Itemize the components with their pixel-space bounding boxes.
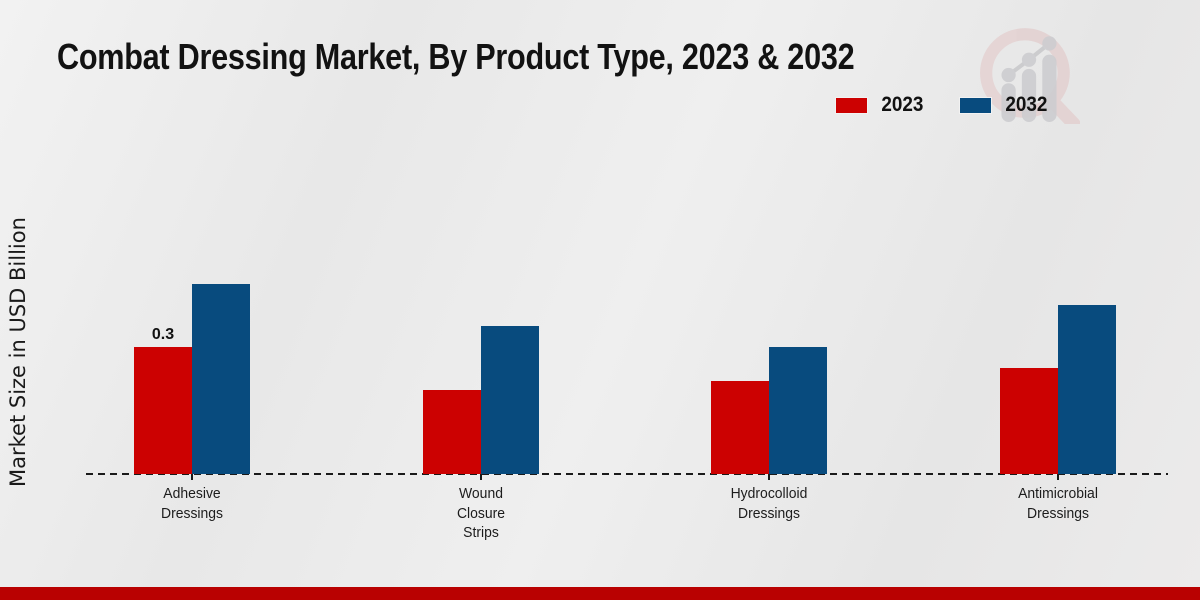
- x-axis-line: [86, 473, 1168, 475]
- legend-swatch-2032: [959, 96, 993, 114]
- legend-label-2032: 2032: [1005, 93, 1048, 116]
- x-axis-tick-wound-closure-strips: [480, 474, 482, 480]
- bar-group-wound-closure-strips: [423, 326, 539, 474]
- bar-2023-hydrocolloid-dressings: [711, 381, 769, 474]
- x-axis-label-wound-closure-strips: Wound Closure Strips: [456, 485, 506, 541]
- x-axis-tick-antimicrobial-dressings: [1057, 474, 1059, 480]
- x-axis-tick-hydrocolloid-dressings: [768, 474, 770, 480]
- legend: 2023 2032: [834, 93, 1050, 117]
- bar-2032-antimicrobial-dressings: [1058, 305, 1116, 474]
- bar-2023-adhesive-dressings: 0.3: [134, 326, 192, 474]
- bar-group-antimicrobial-dressings: [1000, 305, 1116, 474]
- magnifier-growth-chart-icon: [980, 28, 1080, 124]
- legend-item-2023: 2023: [834, 93, 926, 117]
- bar-group-adhesive-dressings: 0.3: [134, 284, 250, 474]
- bar-group-hydrocolloid-dressings: [711, 347, 827, 474]
- y-axis-label: Market Size in USD Billion: [6, 217, 30, 488]
- x-axis-label-adhesive-dressings: Adhesive Dressings: [160, 485, 224, 522]
- bar-2032-wound-closure-strips: [481, 326, 539, 474]
- bar-2032-hydrocolloid-dressings: [769, 347, 827, 474]
- legend-item-2032: 2032: [959, 93, 1050, 117]
- x-axis-label-antimicrobial-dressings: Antimicrobial Dressings: [1018, 485, 1098, 522]
- plot-area: 0.3: [86, 240, 1168, 475]
- legend-swatch-2023: [834, 96, 868, 114]
- footer-accent-bar: [0, 587, 1200, 600]
- x-axis-tick-adhesive-dressings: [191, 474, 193, 480]
- bar-2023-antimicrobial-dressings: [1000, 368, 1058, 474]
- legend-label-2023: 2023: [880, 93, 923, 116]
- x-axis-label-hydrocolloid-dressings: Hydrocolloid Dressings: [730, 485, 808, 522]
- bar-2032-adhesive-dressings: [192, 284, 250, 474]
- chart-title: Combat Dressing Market, By Product Type,…: [57, 36, 855, 77]
- bar-2023-wound-closure-strips: [423, 390, 481, 474]
- bar-value-label-2023-adhesive-dressings: 0.3: [151, 326, 175, 343]
